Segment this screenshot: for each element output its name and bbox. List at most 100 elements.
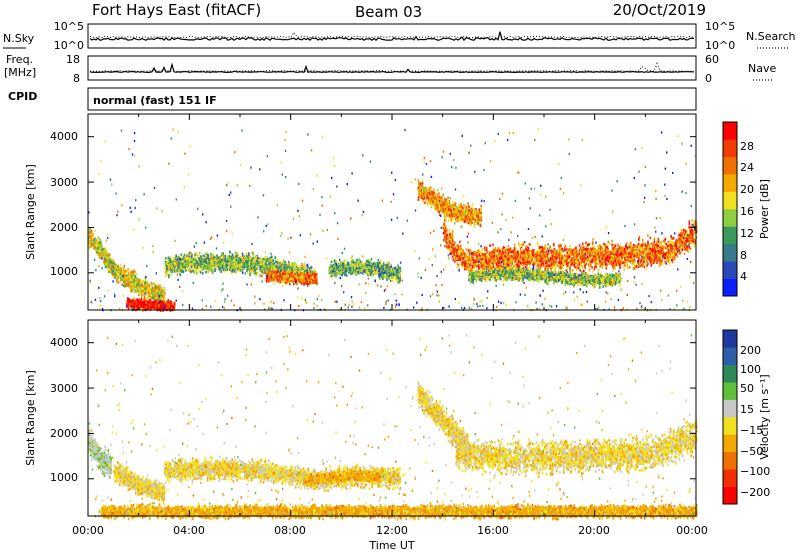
echo-cell	[206, 263, 208, 266]
echo-cell	[282, 274, 285, 278]
echo-cell	[123, 265, 125, 268]
echo-cell	[277, 259, 279, 262]
echo-cell	[163, 292, 166, 295]
echo-cell	[261, 263, 263, 266]
echo-cell	[230, 267, 232, 271]
echo-cell	[103, 254, 105, 257]
echo-cell	[163, 294, 166, 298]
echo-cell	[140, 287, 142, 290]
echo-cell	[201, 272, 204, 275]
echo-cell	[90, 237, 92, 241]
echo-cell	[109, 264, 112, 268]
echo-cell	[124, 280, 126, 283]
echo-cell	[127, 297, 129, 300]
echo-cell	[236, 267, 239, 271]
echo-cell	[115, 274, 118, 278]
noise-left-label: N.Sky	[3, 32, 35, 45]
echo-cell	[149, 298, 152, 302]
echo-cell	[196, 266, 198, 270]
echo-cell	[157, 295, 160, 298]
echo-cell	[239, 260, 241, 264]
echo-cell	[89, 232, 91, 236]
echo-cell	[216, 265, 219, 269]
echo-cell	[281, 261, 283, 265]
echo-cell	[292, 272, 294, 276]
echo-cell	[266, 263, 268, 266]
echo-cell	[287, 267, 290, 270]
echo-cell	[218, 263, 220, 266]
echo-cell	[265, 263, 267, 266]
echo-cell	[391, 279, 394, 283]
echo-cell	[175, 269, 177, 272]
echo-cell	[243, 261, 245, 264]
echo-cell	[286, 266, 288, 270]
echo-cell	[169, 264, 171, 267]
echo-cell	[108, 262, 111, 265]
echo-cell	[167, 261, 170, 264]
echo-cell	[277, 269, 280, 273]
echo-cell	[96, 249, 99, 253]
echo-cell	[107, 260, 109, 264]
echo-cell	[99, 243, 102, 246]
echo-cell	[126, 302, 129, 305]
echo-cell	[237, 254, 239, 257]
echo-cell	[159, 304, 162, 308]
echo-cell	[98, 245, 101, 248]
echo-cell	[154, 294, 157, 298]
echo-cell	[130, 302, 133, 305]
echo-cell	[311, 271, 313, 274]
echo-cell	[122, 268, 125, 271]
echo-cell	[228, 254, 231, 258]
echo-cell	[160, 300, 163, 304]
echo-cell	[301, 281, 304, 285]
echo-cell	[166, 301, 168, 305]
echo-cell	[198, 258, 201, 261]
echo-cell	[260, 258, 262, 261]
echo-cell	[141, 304, 144, 307]
echo-cell	[314, 274, 316, 277]
echo-cell	[208, 268, 210, 271]
echo-cell	[180, 256, 182, 259]
echo-cell	[138, 303, 141, 307]
echo-cell	[98, 254, 100, 257]
echo-cell	[213, 261, 216, 264]
echo-cell	[96, 242, 99, 245]
noise-left-tick-bottom: 10^0	[54, 39, 84, 52]
echo-cell	[184, 262, 186, 265]
echo-cell	[150, 306, 152, 309]
echo-cell	[169, 258, 171, 261]
echo-cell	[198, 266, 201, 269]
echo-cell	[293, 266, 295, 270]
echo-cell	[92, 243, 94, 247]
echo-cell	[257, 261, 260, 264]
echo-cell	[260, 263, 262, 266]
echo-cell	[167, 256, 170, 260]
echo-cell	[194, 266, 196, 270]
echo-cell	[130, 281, 133, 284]
echo-cell	[170, 301, 173, 305]
echo-cell	[256, 257, 258, 261]
echo-cell	[313, 268, 316, 271]
echo-cell	[284, 279, 286, 282]
echo-cell	[277, 267, 280, 271]
echo-cell	[246, 265, 248, 269]
echo-cell	[119, 275, 122, 278]
echo-cell	[134, 302, 136, 306]
echo-cell	[146, 301, 149, 304]
echo-cell	[125, 274, 128, 278]
echo-cell	[254, 267, 256, 270]
echo-cell	[140, 303, 142, 307]
echo-cell	[159, 285, 162, 289]
echo-cell	[255, 263, 257, 266]
echo-cell	[293, 281, 296, 285]
echo-cell	[133, 281, 135, 285]
echo-cell	[224, 266, 226, 269]
echo-cell	[165, 274, 167, 278]
echo-cell	[231, 260, 234, 264]
echo-cell	[286, 282, 288, 286]
echo-cell	[154, 289, 157, 292]
echo-cell	[164, 304, 166, 307]
echo-cell	[113, 274, 116, 278]
echo-cell	[256, 267, 258, 270]
echo-cell	[219, 255, 222, 259]
